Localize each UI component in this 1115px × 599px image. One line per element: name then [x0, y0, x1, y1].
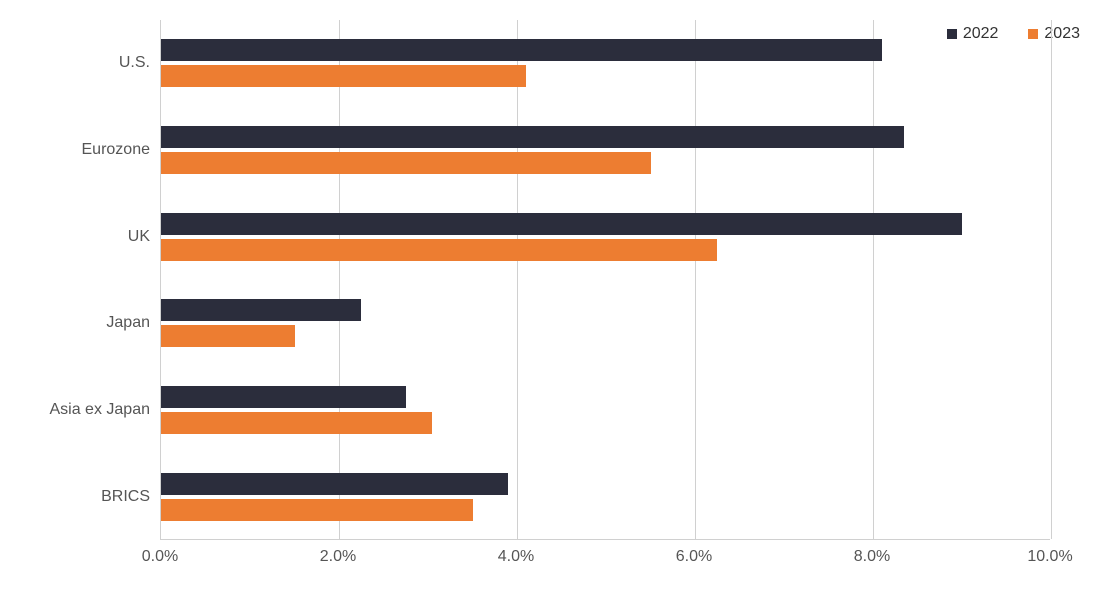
x-tick-label: 0.0%	[142, 548, 178, 566]
x-gridline	[1051, 20, 1052, 539]
y-category-label: Japan	[40, 314, 150, 332]
x-tick-label: 6.0%	[676, 548, 712, 566]
bar-2022	[161, 386, 406, 408]
y-category-label: UK	[40, 228, 150, 246]
category-divider	[161, 107, 1050, 108]
plot-area	[160, 20, 1050, 540]
category-divider	[161, 280, 1050, 281]
bar-2022	[161, 473, 508, 495]
x-tick-label: 4.0%	[498, 548, 534, 566]
bar-2022	[161, 39, 882, 61]
bar-2023	[161, 499, 473, 521]
bar-2023	[161, 152, 651, 174]
y-category-label: BRICS	[40, 488, 150, 506]
category-divider	[161, 193, 1050, 194]
bar-2023	[161, 239, 717, 261]
bar-2023	[161, 325, 295, 347]
bar-2023	[161, 65, 526, 87]
x-tick-label: 8.0%	[854, 548, 890, 566]
bar-2022	[161, 213, 962, 235]
category-divider	[161, 367, 1050, 368]
bar-2023	[161, 412, 432, 434]
y-category-label: U.S.	[40, 54, 150, 72]
x-tick-label: 2.0%	[320, 548, 356, 566]
bar-2022	[161, 299, 361, 321]
category-divider	[161, 453, 1050, 454]
bar-2022	[161, 126, 904, 148]
y-category-label: Eurozone	[40, 141, 150, 159]
y-category-label: Asia ex Japan	[40, 401, 150, 419]
x-tick-label: 10.0%	[1027, 548, 1072, 566]
inflation-bar-chart: 20222023 0.0%2.0%4.0%6.0%8.0%10.0%U.S.Eu…	[40, 20, 1080, 580]
